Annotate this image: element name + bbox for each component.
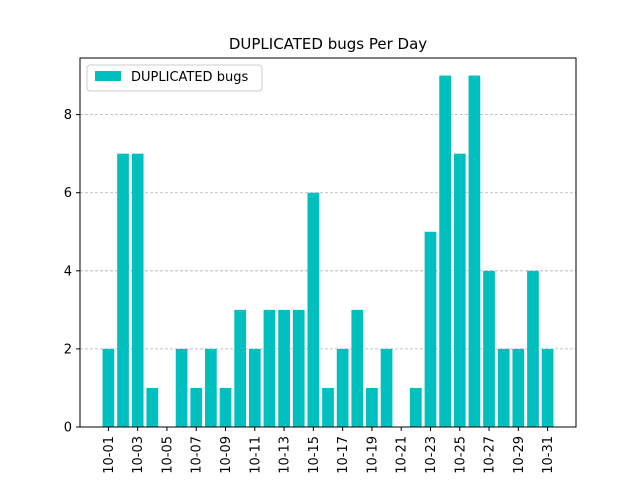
x-tick-label: 10-25: [453, 436, 468, 474]
chart-title: DUPLICATED bugs Per Day: [229, 35, 427, 53]
x-tick-label: 10-11: [248, 436, 263, 474]
bar-10-18: [351, 309, 364, 427]
x-tick-label: 10-31: [541, 436, 556, 474]
bar-10-14: [292, 309, 305, 427]
bar-10-24: [439, 75, 451, 428]
bar-10-19: [366, 387, 378, 427]
y-tick-label: 4: [64, 264, 72, 279]
bar-10-17: [336, 348, 349, 427]
x-tick-label: 10-05: [160, 436, 175, 474]
x-tick-label: 10-17: [336, 436, 351, 474]
x-tick-label: 10-01: [102, 436, 117, 474]
bar-10-30: [527, 270, 539, 427]
plot-frame: [79, 57, 577, 428]
bar-10-11: [248, 348, 261, 427]
bar-10-23: [424, 231, 437, 427]
y-tick-label: 6: [64, 186, 72, 201]
bar-10-12: [263, 309, 276, 427]
x-axis-ticks: 10-01 10-03 10-05 10-07 10-09 10-11 10-13 10-15…: [102, 427, 556, 474]
legend-swatch: [95, 71, 121, 81]
bar-10-25: [453, 153, 466, 427]
y-tick-label: 0: [64, 421, 72, 436]
bar-10-15: [307, 192, 320, 427]
bars: [102, 75, 554, 428]
bar-10-31: [541, 348, 554, 427]
bar-10-08: [205, 348, 217, 427]
bar-10-10: [234, 309, 247, 427]
bar-10-16: [322, 387, 334, 427]
legend: DUPLICATED bugs: [86, 64, 263, 92]
bar-10-26: [468, 75, 481, 428]
x-tick-label: 10-23: [424, 436, 439, 474]
legend-label: DUPLICATED bugs: [131, 70, 248, 85]
bar-10-29: [512, 348, 525, 427]
bar-10-04: [146, 387, 159, 427]
x-tick-label: 10-21: [395, 436, 410, 474]
x-tick-label: 10-09: [219, 436, 234, 474]
legend-frame: [86, 64, 263, 92]
bar-10-27: [483, 270, 495, 427]
bar-10-06: [175, 348, 188, 427]
y-tick-label: 8: [64, 108, 72, 123]
bar-10-07: [190, 387, 203, 427]
y-gridlines: [80, 114, 576, 350]
bar-10-01: [102, 348, 115, 427]
bar-10-09: [219, 387, 232, 427]
bar-10-20: [380, 348, 393, 427]
y-tick-label: 2: [64, 342, 72, 357]
x-tick-label: 10-19: [365, 436, 380, 474]
bar-10-22: [409, 387, 422, 427]
x-tick-label: 10-29: [512, 436, 527, 474]
x-tick-label: 10-03: [131, 436, 146, 474]
bar-10-28: [497, 348, 510, 427]
bar-10-02: [117, 153, 129, 427]
bar-10-13: [278, 309, 290, 427]
y-axis-ticks: 0 2 4 6 8: [64, 108, 80, 436]
x-tick-label: 10-13: [278, 436, 293, 474]
x-tick-label: 10-15: [307, 436, 322, 474]
x-tick-label: 10-27: [483, 436, 498, 474]
bar-10-03: [131, 153, 144, 427]
x-tick-label: 10-07: [190, 436, 205, 474]
